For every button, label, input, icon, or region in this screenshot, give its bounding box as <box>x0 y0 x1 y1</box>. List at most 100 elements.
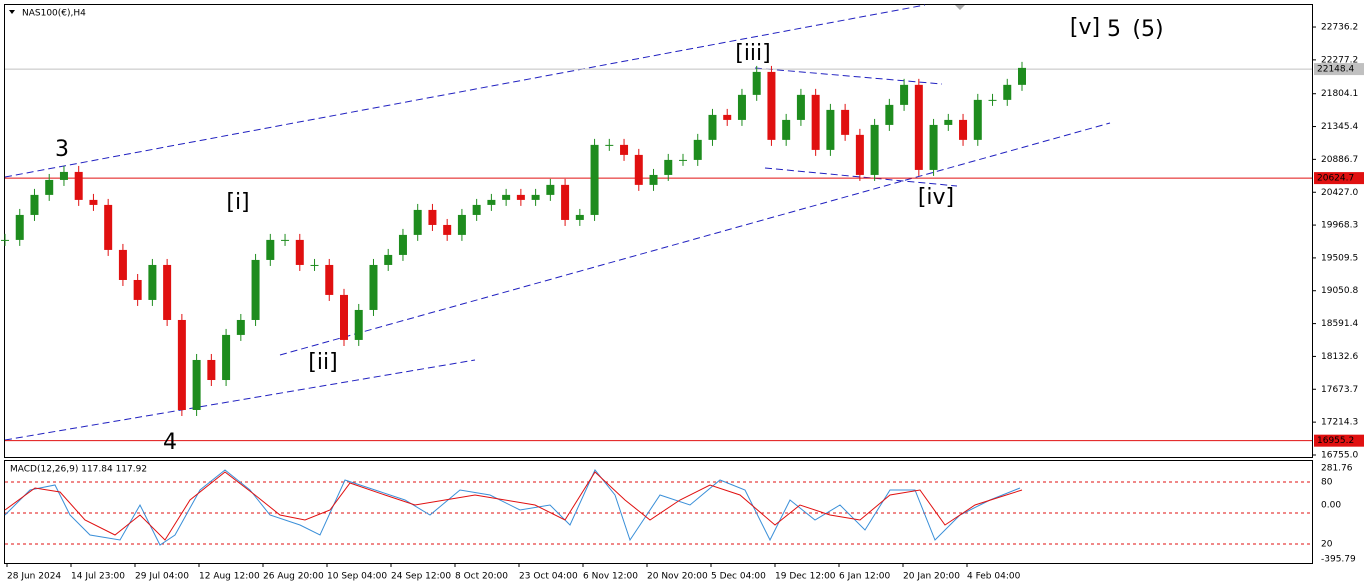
candle <box>546 184 555 195</box>
candle <box>384 254 393 265</box>
candle <box>281 239 290 241</box>
candle <box>457 214 466 235</box>
candle <box>133 279 142 300</box>
candle <box>693 139 702 160</box>
triangle-upper <box>754 67 943 85</box>
candle <box>340 294 348 340</box>
candle <box>988 99 997 101</box>
candle <box>826 109 835 150</box>
candle <box>634 154 643 185</box>
macd-axis-label: 20 <box>1321 540 1333 550</box>
candle <box>192 359 201 410</box>
candle <box>487 199 496 205</box>
x-tick-label: 28 Jun 2024 <box>7 572 61 582</box>
x-tick-label: 20 Nov 20:00 <box>647 572 708 582</box>
candle <box>605 144 614 146</box>
candle <box>413 209 422 235</box>
candle <box>251 259 260 320</box>
x-tick-label: 6 Nov 12:00 <box>583 572 638 582</box>
level-label: 20624.7 <box>1317 174 1354 184</box>
candle <box>782 119 791 140</box>
candle <box>502 194 511 200</box>
macd-panel <box>4 460 1313 564</box>
candle <box>428 209 437 225</box>
candle <box>664 159 673 175</box>
level-tag <box>1314 63 1364 76</box>
x-tick-label: 26 Aug 20:00 <box>263 572 324 582</box>
y-tick-label: 22736.2 <box>1321 23 1358 33</box>
candle <box>620 144 629 155</box>
candle <box>310 264 319 266</box>
y-tick-label: 20886.7 <box>1321 155 1358 165</box>
candle <box>914 84 923 170</box>
y-tick-label: 20427.0 <box>1321 188 1358 198</box>
candle <box>369 264 378 310</box>
wave-label: [iv] <box>918 185 954 210</box>
candle <box>516 194 525 200</box>
wave-label: 3 <box>55 137 69 162</box>
candle <box>1 239 9 241</box>
y-tick-label: 18591.4 <box>1321 319 1358 329</box>
wave-label: [ii] <box>308 350 337 375</box>
candle <box>885 104 894 125</box>
candle <box>900 84 909 105</box>
candle <box>325 264 334 295</box>
candle <box>472 204 481 215</box>
wave-label: [v] <box>1070 15 1100 40</box>
candle <box>163 264 172 320</box>
x-tick-label: 12 Aug 12:00 <box>199 572 260 582</box>
channel-lines <box>4 4 1111 441</box>
candle <box>929 124 938 170</box>
y-tick-label: 18132.6 <box>1321 352 1358 362</box>
candle <box>737 94 746 120</box>
x-tick-label: 23 Oct 04:00 <box>519 572 578 582</box>
candle <box>30 194 39 215</box>
x-tick-label: 24 Sep 12:00 <box>391 572 451 582</box>
candle <box>266 239 275 260</box>
candle <box>811 94 820 150</box>
candle <box>561 184 570 220</box>
candle <box>74 171 83 200</box>
wave-label: (5) <box>1132 17 1163 42</box>
macd-axis-label: 0.00 <box>1321 501 1341 511</box>
level-label: 22148.4 <box>1317 65 1354 75</box>
y-tick-label: 17214.3 <box>1321 418 1358 428</box>
candle <box>649 174 658 185</box>
main-panel <box>4 4 1313 458</box>
macd-header: MACD(12,26,9) 117.84 117.92 <box>10 465 147 475</box>
candle <box>575 214 584 220</box>
candle <box>177 319 186 410</box>
x-tick-label: 6 Jan 12:00 <box>839 572 891 582</box>
candle <box>104 204 113 250</box>
candle <box>148 264 157 300</box>
macd-signal <box>4 471 1023 541</box>
candle <box>959 119 968 140</box>
candle <box>973 99 982 140</box>
candle <box>118 249 127 280</box>
candle <box>15 214 24 240</box>
macd-line <box>4 469 1021 546</box>
level-tag <box>1314 434 1364 447</box>
y-tick-label: 21804.1 <box>1321 89 1358 99</box>
candle <box>870 124 879 175</box>
candle <box>236 319 245 335</box>
wave-label: [i] <box>226 190 249 215</box>
candle <box>59 171 68 180</box>
x-tick-label: 14 Jul 23:00 <box>71 572 125 582</box>
macd-decor <box>4 469 1312 546</box>
y-tick-label: 17673.7 <box>1321 385 1358 395</box>
y-tick-label: 21345.4 <box>1321 122 1358 132</box>
y-tick-label: 19509.5 <box>1321 253 1358 263</box>
wave-label: 5 <box>1107 17 1121 42</box>
candle <box>1018 67 1026 85</box>
x-tick-label: 29 Jul 04:00 <box>135 572 189 582</box>
candle <box>767 71 776 140</box>
x-tick-label: 5 Dec 04:00 <box>711 572 766 582</box>
candle <box>354 309 363 340</box>
x-tick-label: 20 Jan 20:00 <box>903 572 960 582</box>
y-tick-label: 19968.3 <box>1321 221 1358 231</box>
macd-axis-label: -395.79 <box>1321 555 1356 565</box>
candle <box>222 334 231 381</box>
triangle-lower <box>764 167 958 187</box>
